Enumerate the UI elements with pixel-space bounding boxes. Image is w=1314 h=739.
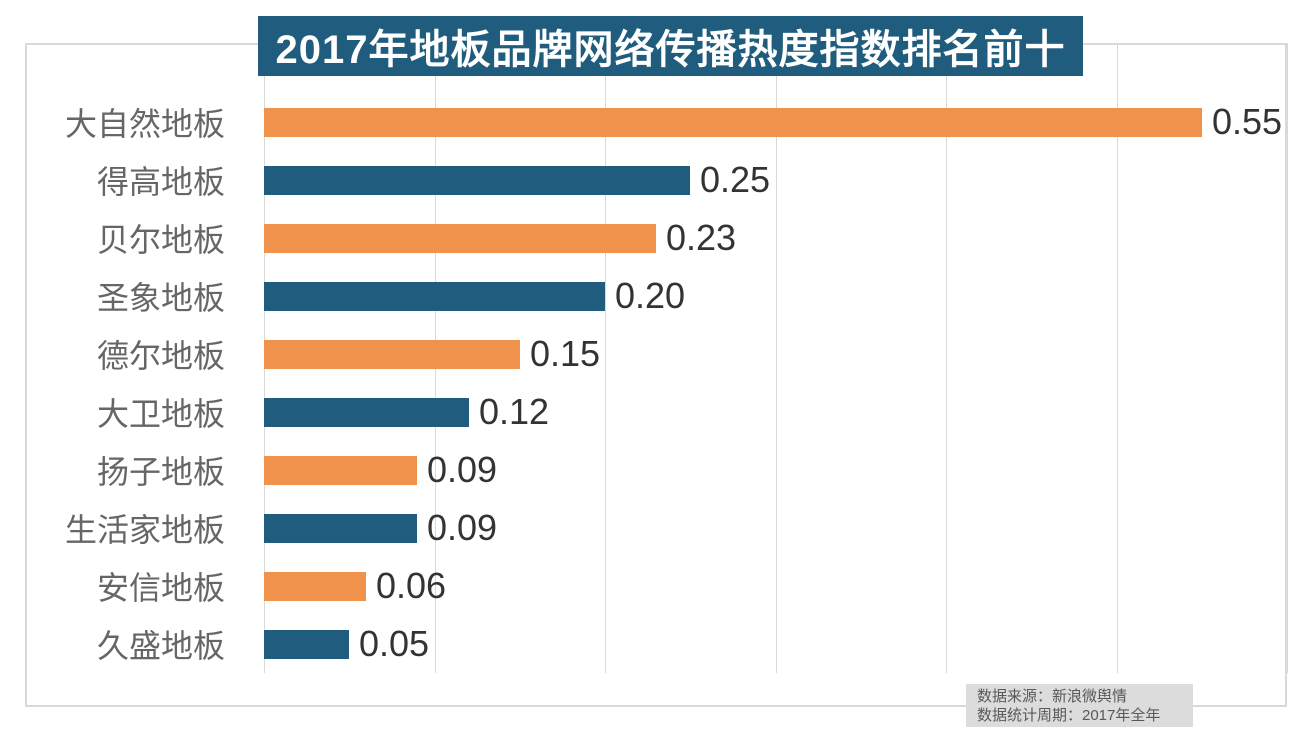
category-label: 扬子地板 [96,454,225,490]
bar-row: 生活家地板 0.09 [25,499,1305,557]
bar [264,571,366,601]
data-source-line: 数据来源：新浪微舆情 [977,688,1128,705]
bar [264,223,656,253]
bar [264,339,520,369]
bar-rows: 大自然地板 0.55 得高地板 0.25 贝尔地板 0.23 圣象地板 0.20 德尔地板 0.1… [25,93,1305,673]
category-label: 德尔地板 [96,338,225,374]
category-label: 贝尔地板 [96,222,225,258]
gridline [1287,43,1288,673]
value-label: 0.09 [427,507,498,548]
data-period-line: 数据统计周期：2017年全年 [977,707,1161,724]
bar-row: 德尔地板 0.15 [25,325,1305,383]
category-label: 大自然地板 [64,106,225,142]
gridline [776,43,777,673]
bar-row: 贝尔地板 0.23 [25,209,1305,267]
category-label: 安信地板 [96,570,225,606]
value-label: 0.25 [700,159,771,200]
bar [264,165,690,195]
gridline [1117,43,1118,673]
value-label: 0.05 [359,623,430,664]
value-label: 0.15 [530,333,601,374]
bar-row: 大自然地板 0.55 [25,93,1305,151]
bar-row: 大卫地板 0.12 [25,383,1305,441]
category-label: 生活家地板 [64,512,225,548]
gridline [605,43,606,673]
bar [264,455,417,485]
category-label: 圣象地板 [96,280,225,316]
chart-title-box: 2017年地板品牌网络传播热度指数排名前十 [258,16,1083,76]
value-label: 0.23 [666,217,737,258]
category-label: 得高地板 [96,164,225,200]
category-label: 大卫地板 [96,396,225,432]
gridline [946,43,947,673]
bar [264,107,1202,137]
bar-row: 扬子地板 0.09 [25,441,1305,499]
bar-row: 安信地板 0.06 [25,557,1305,615]
bar [264,397,469,427]
bar [264,629,349,659]
value-label: 0.55 [1212,101,1283,142]
chart-title: 2017年地板品牌网络传播热度指数排名前十 [275,28,1066,72]
bar-row: 圣象地板 0.20 [25,267,1305,325]
bar-row: 久盛地板 0.05 [25,615,1305,673]
value-label: 0.09 [427,449,498,490]
bar [264,513,417,543]
bar [264,281,605,311]
value-label: 0.20 [615,275,686,316]
category-label: 久盛地板 [96,628,225,664]
value-label: 0.12 [479,391,550,432]
source-note-box: 数据来源：新浪微舆情 数据统计周期：2017年全年 [966,684,1193,727]
value-label: 0.06 [376,565,447,606]
bar-row: 得高地板 0.25 [25,151,1305,209]
